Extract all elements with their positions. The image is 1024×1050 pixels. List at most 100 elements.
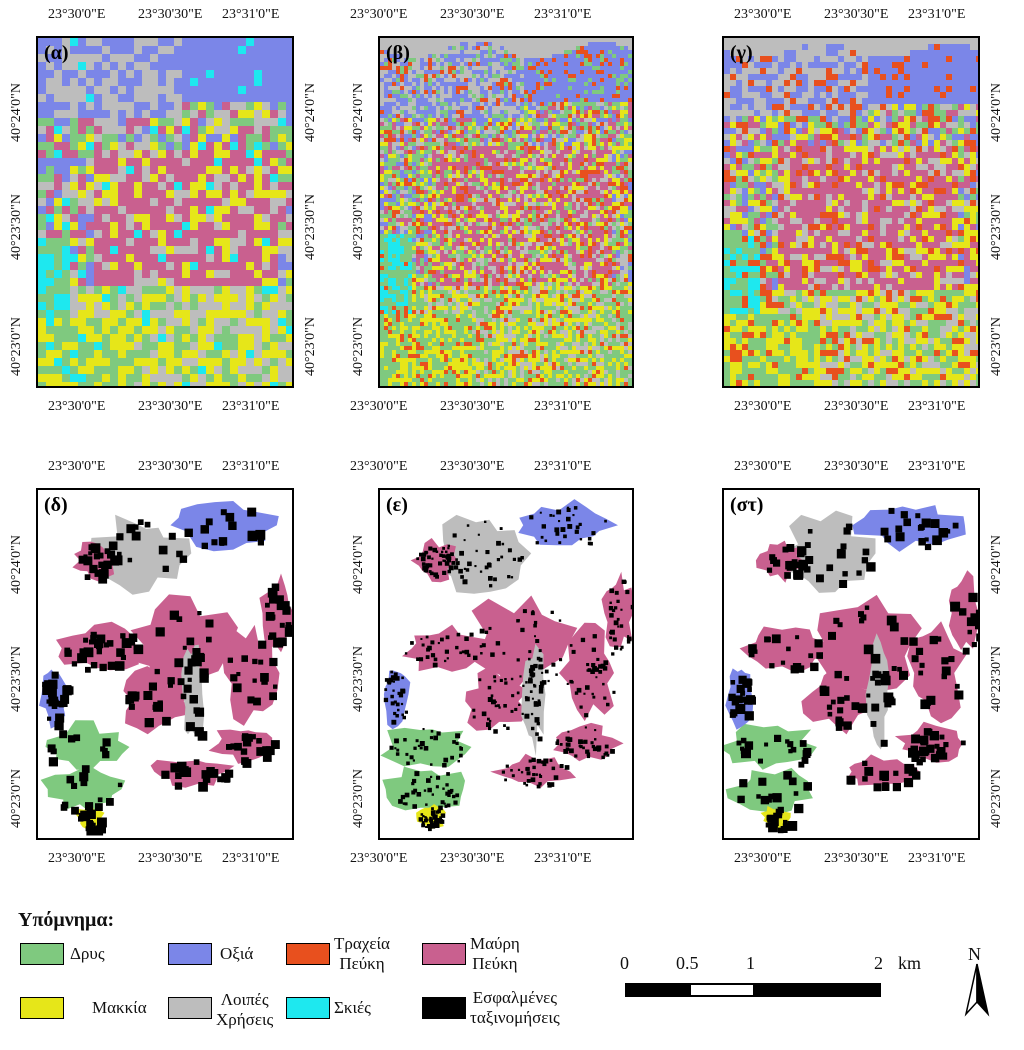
lon-tick-top: 23°31'0"E <box>908 459 966 474</box>
lat-tick-left: 40°23'30"N <box>9 194 24 260</box>
lon-tick-top: 23°30'0"E <box>48 459 106 474</box>
panel-label: (γ) <box>730 42 753 64</box>
legend-swatch-rough-pine <box>286 943 330 965</box>
scale-unit: km <box>898 953 922 973</box>
scale-label-2: 2 <box>874 953 883 973</box>
lon-tick-top: 23°30'0"E <box>48 7 106 22</box>
classification-map <box>380 38 632 386</box>
legend-title: Υπόμνημα: <box>18 909 115 931</box>
legend-label-other-uses: Λοιπές Χρήσεις <box>216 990 274 1029</box>
legend-label-maquis: Μακκία <box>92 998 147 1017</box>
panel-label: (ε) <box>386 494 408 516</box>
lat-tick-right: 40°23'0"N <box>989 317 1004 376</box>
lon-tick-bottom: 23°30'30"E <box>824 399 889 414</box>
lon-tick-top: 23°30'0"E <box>350 7 408 22</box>
lon-tick-top: 23°31'0"E <box>908 7 966 22</box>
lon-tick-bottom: 23°31'0"E <box>222 399 280 414</box>
legend-swatch-beech <box>168 943 212 965</box>
panel-label: (δ) <box>44 494 68 516</box>
legend-swatch-black-pine <box>422 943 466 965</box>
lon-tick-bottom: 23°30'0"E <box>350 399 408 414</box>
lon-tick-top: 23°31'0"E <box>534 7 592 22</box>
lon-tick-bottom: 23°30'30"E <box>440 851 505 866</box>
legend-label-shadows: Σκιές <box>334 998 371 1017</box>
lon-tick-bottom: 23°30'0"E <box>48 399 106 414</box>
lat-tick-left: 40°24'0"N <box>9 535 24 594</box>
lon-tick-top: 23°30'0"E <box>734 459 792 474</box>
lon-tick-bottom: 23°31'0"E <box>908 851 966 866</box>
scale-label-0-5: 0.5 <box>676 953 699 973</box>
map-panel: (γ) <box>722 36 980 388</box>
classification-map <box>39 501 292 836</box>
lat-tick-right: 40°23'0"N <box>303 317 318 376</box>
lat-tick-left: 40°23'0"N <box>351 769 366 828</box>
map-panel: (ε) <box>378 488 634 840</box>
map-panel: (στ) <box>722 488 980 840</box>
lat-tick-left: 40°23'30"N <box>351 194 366 260</box>
lat-tick-left: 40°24'0"N <box>351 535 366 594</box>
lon-tick-top: 23°31'0"E <box>534 459 592 474</box>
lon-tick-bottom: 23°31'0"E <box>908 399 966 414</box>
lon-tick-bottom: 23°30'30"E <box>138 851 203 866</box>
legend-swatch-other-uses <box>168 997 212 1019</box>
lon-tick-bottom: 23°30'30"E <box>138 399 203 414</box>
lat-tick-right: 40°24'0"N <box>989 83 1004 142</box>
lon-tick-bottom: 23°31'0"E <box>534 399 592 414</box>
legend-label-rough-pine: Τραχεία Πεύκη <box>334 934 390 973</box>
panel-label: (β) <box>386 42 410 64</box>
lat-tick-right: 40°23'30"N <box>989 646 1004 712</box>
legend-label-misclassified: Εσφαλμένες ταξινομήσεις <box>470 988 560 1027</box>
lon-tick-bottom: 23°30'0"E <box>734 851 792 866</box>
lat-tick-right: 40°24'0"N <box>989 535 1004 594</box>
lon-tick-top: 23°30'30"E <box>440 459 505 474</box>
scale-label-1: 1 <box>746 953 755 973</box>
panel-label: (στ) <box>730 494 764 516</box>
lat-tick-right: 40°23'30"N <box>989 194 1004 260</box>
lat-tick-left: 40°24'0"N <box>9 83 24 142</box>
lat-tick-left: 40°23'0"N <box>9 317 24 376</box>
legend-swatch-shadows <box>286 997 330 1019</box>
lon-tick-top: 23°31'0"E <box>222 459 280 474</box>
scale-bar-white-segment <box>691 985 753 995</box>
lon-tick-top: 23°30'30"E <box>138 7 203 22</box>
classification-map <box>724 505 978 834</box>
north-arrow-icon <box>964 963 990 1017</box>
lon-tick-top: 23°30'30"E <box>138 459 203 474</box>
map-panel: (β) <box>378 36 634 388</box>
lon-tick-bottom: 23°30'0"E <box>350 851 408 866</box>
lat-tick-right: 40°23'0"N <box>989 769 1004 828</box>
lon-tick-top: 23°30'30"E <box>824 7 889 22</box>
lat-tick-right: 40°24'0"N <box>303 83 318 142</box>
lon-tick-top: 23°30'30"E <box>824 459 889 474</box>
lon-tick-bottom: 23°30'0"E <box>734 399 792 414</box>
lon-tick-bottom: 23°30'30"E <box>824 851 889 866</box>
legend-label-black-pine: Μαύρη Πεύκη <box>470 934 520 973</box>
legend-label-beech: Οξιά <box>220 944 254 963</box>
lon-tick-bottom: 23°30'0"E <box>48 851 106 866</box>
lat-tick-left: 40°23'30"N <box>9 646 24 712</box>
map-panel: (δ) <box>36 488 294 840</box>
lon-tick-bottom: 23°31'0"E <box>222 851 280 866</box>
lat-tick-left: 40°23'0"N <box>351 317 366 376</box>
lat-tick-right: 40°23'30"N <box>303 194 318 260</box>
north-label: N <box>968 944 981 964</box>
classification-map <box>724 38 978 386</box>
scale-label-0: 0 <box>620 953 629 973</box>
classification-map <box>380 499 632 832</box>
lon-tick-top: 23°30'30"E <box>440 7 505 22</box>
lon-tick-bottom: 23°31'0"E <box>534 851 592 866</box>
scale-bar <box>625 983 881 997</box>
legend-swatch-misclassified <box>422 997 466 1019</box>
legend-swatch-oak <box>20 943 64 965</box>
lat-tick-left: 40°24'0"N <box>351 83 366 142</box>
legend-swatch-maquis <box>20 997 64 1019</box>
lon-tick-top: 23°30'0"E <box>350 459 408 474</box>
lat-tick-left: 40°23'30"N <box>351 646 366 712</box>
lon-tick-top: 23°31'0"E <box>222 7 280 22</box>
classification-map <box>38 38 292 386</box>
lon-tick-top: 23°30'0"E <box>734 7 792 22</box>
panel-label: (α) <box>44 42 69 64</box>
map-panel: (α) <box>36 36 294 388</box>
lat-tick-left: 40°23'0"N <box>9 769 24 828</box>
legend-label-oak: Δρυς <box>70 944 105 963</box>
